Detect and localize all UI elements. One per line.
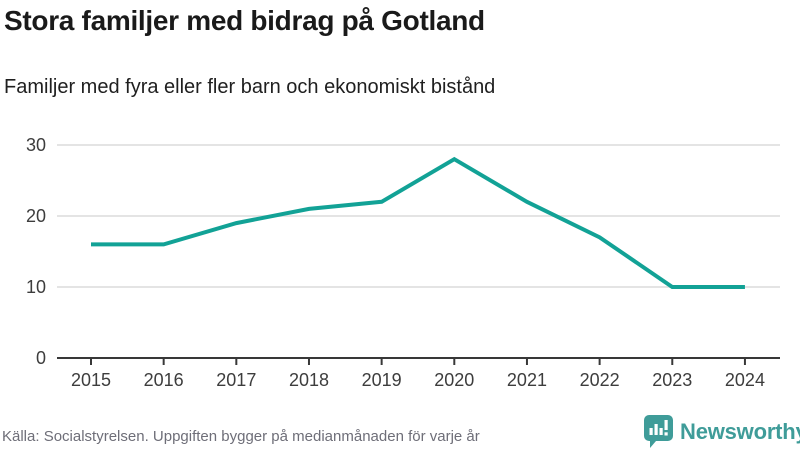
x-tick-label: 2019	[362, 370, 402, 390]
x-tick-label: 2018	[289, 370, 329, 390]
y-tick-label: 20	[26, 206, 46, 226]
x-tick-label: 2024	[725, 370, 765, 390]
x-tick-label: 2022	[580, 370, 620, 390]
x-tick-label: 2020	[434, 370, 474, 390]
y-tick-label: 0	[36, 348, 46, 368]
x-tick-label: 2015	[71, 370, 111, 390]
newsworthy-logo-text: Newsworthy	[680, 418, 800, 444]
newsworthy-logo: Newsworthy	[644, 415, 800, 448]
line-chart: 0 10 20 30 2015 2016 2017 2018 2019 2020 2021 2022 2…	[26, 135, 780, 390]
y-tick-label: 30	[26, 135, 46, 155]
data-line	[91, 156, 745, 289]
source-note: Källa: Socialstyrelsen. Uppgiften bygger…	[2, 428, 480, 445]
x-tick-label: 2017	[216, 370, 256, 390]
newsworthy-logo-icon	[644, 415, 673, 448]
x-tick-label: 2016	[144, 370, 184, 390]
x-tick-label: 2023	[652, 370, 692, 390]
x-tick-label: 2021	[507, 370, 547, 390]
y-tick-label: 10	[26, 277, 46, 297]
chart-subtitle: Familjer med fyra eller fler barn och ek…	[4, 76, 496, 98]
speech-bubble-shape	[644, 415, 673, 448]
barchart-glyph	[649, 420, 668, 436]
chart-title: Stora familjer med bidrag på Gotland	[4, 5, 485, 36]
